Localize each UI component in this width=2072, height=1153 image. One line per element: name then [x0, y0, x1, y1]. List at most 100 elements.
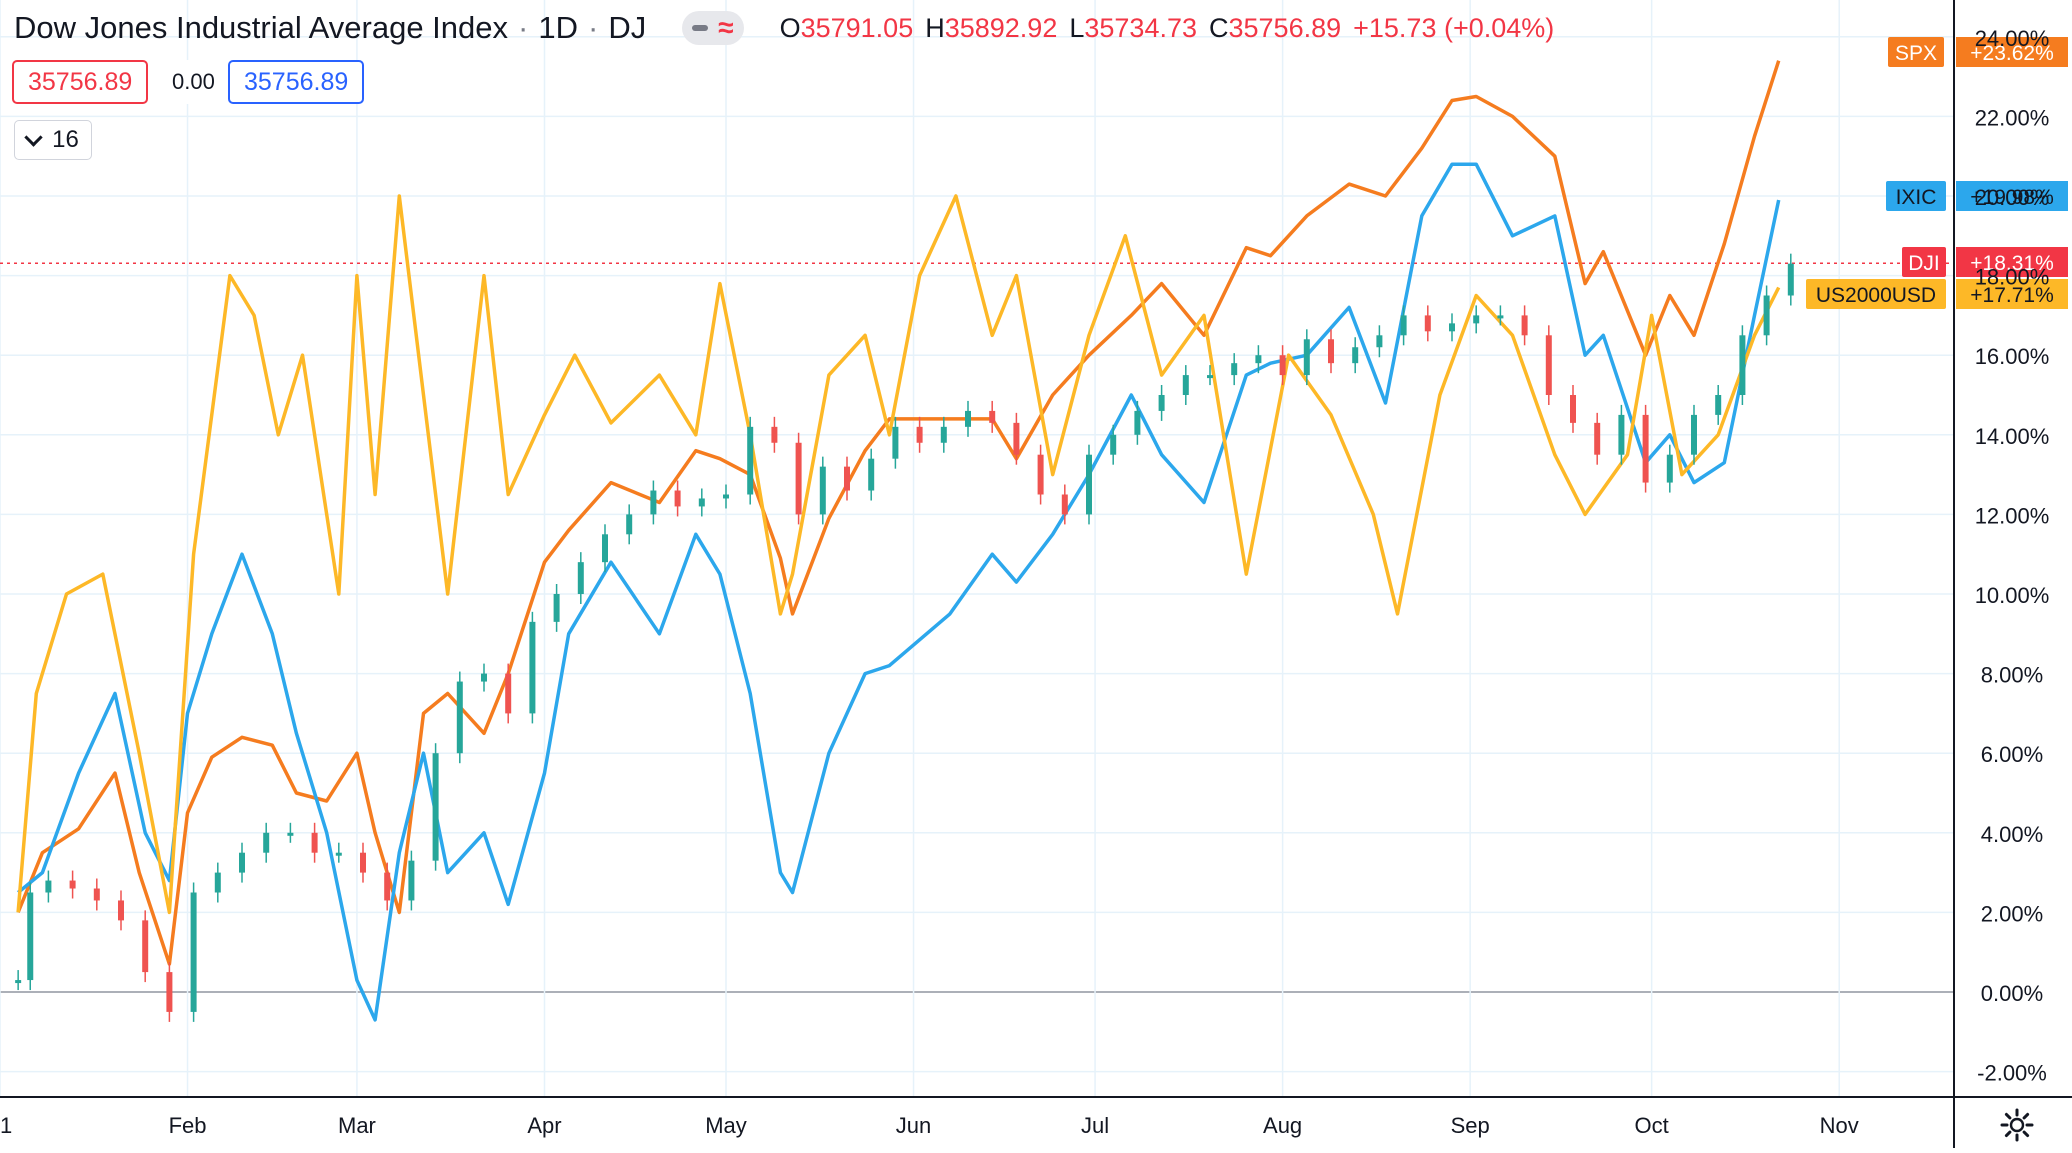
candle-body[interactable]: [263, 832, 270, 853]
candle-body[interactable]: [650, 490, 657, 515]
y-tick-label: 18.00%: [1975, 265, 2050, 290]
candle-body[interactable]: [916, 426, 923, 443]
minus-icon[interactable]: [692, 25, 709, 31]
candle-body[interactable]: [1400, 315, 1407, 336]
x-tick-label: Jul: [1081, 1113, 1109, 1138]
candle-body[interactable]: [819, 466, 826, 515]
candle-body[interactable]: [335, 852, 342, 856]
candle-body[interactable]: [698, 498, 705, 507]
candle-body[interactable]: [1739, 335, 1746, 395]
candle-body[interactable]: [118, 900, 124, 921]
candle-body[interactable]: [69, 880, 76, 889]
candle-body[interactable]: [45, 880, 52, 893]
candle-body[interactable]: [965, 410, 971, 427]
approx-wave-icon[interactable]: ≈: [718, 12, 734, 43]
candle-body[interactable]: [1763, 295, 1770, 336]
candle-body[interactable]: [1570, 395, 1576, 423]
candle-body[interactable]: [868, 458, 875, 491]
series-line-us2000usd[interactable]: [16, 194, 1781, 915]
candle-body[interactable]: [1037, 454, 1044, 495]
candle-body[interactable]: [481, 673, 487, 682]
candle-body[interactable]: [1642, 414, 1649, 483]
candle-body[interactable]: [1207, 375, 1213, 379]
candle-body[interactable]: [1666, 454, 1673, 483]
candle-body[interactable]: [408, 860, 415, 901]
gear-icon[interactable]: [2000, 1108, 2034, 1142]
candle-body[interactable]: [1787, 263, 1794, 296]
candle-body[interactable]: [844, 466, 850, 491]
candle-body[interactable]: [27, 892, 34, 981]
candle-body[interactable]: [432, 753, 439, 861]
symbol-title[interactable]: Dow Jones Industrial Average Index: [14, 10, 509, 45]
candle-body[interactable]: [384, 872, 391, 901]
candle-body[interactable]: [529, 621, 536, 714]
candle-body[interactable]: [214, 872, 221, 893]
candle-body[interactable]: [1497, 315, 1504, 319]
candle-body[interactable]: [360, 852, 366, 873]
interval-label[interactable]: 1D: [538, 10, 578, 45]
candle-body[interactable]: [456, 681, 463, 754]
candle-body[interactable]: [1255, 355, 1262, 364]
x-tick-label: Oct: [1635, 1113, 1669, 1138]
series-line-ixic[interactable]: [16, 162, 1781, 1022]
candle-body[interactable]: [674, 490, 681, 507]
candle-body[interactable]: [93, 888, 100, 901]
candle-body[interactable]: [1182, 375, 1189, 395]
candle-body[interactable]: [287, 832, 294, 836]
axis-labels: 24.00% 22.00% 20.00% 18.00% 16.00% 14.00% 12.0…: [0, 26, 2049, 1138]
series-name-label: IXIC: [1896, 186, 1937, 209]
candle-body[interactable]: [553, 594, 560, 622]
candle-body[interactable]: [1715, 395, 1722, 415]
candle-body[interactable]: [771, 426, 778, 443]
candle-body[interactable]: [239, 852, 245, 873]
candle-body[interactable]: [1061, 494, 1068, 515]
candle-body[interactable]: [1424, 315, 1431, 332]
candle-body[interactable]: [311, 832, 318, 853]
candle-body[interactable]: [747, 426, 754, 495]
candle-body[interactable]: [892, 426, 899, 459]
legend-toggle-group[interactable]: ≈: [682, 11, 744, 45]
candle-body[interactable]: [577, 562, 584, 594]
candle-body[interactable]: [1376, 335, 1383, 348]
candle-body[interactable]: [1328, 339, 1334, 364]
candle-body[interactable]: [1013, 422, 1020, 455]
candle-body[interactable]: [505, 673, 512, 714]
series-line-spx[interactable]: [16, 60, 1781, 966]
candle-body[interactable]: [1303, 339, 1310, 376]
candle-body[interactable]: [1134, 410, 1141, 435]
sell-price-button[interactable]: 35756.89: [12, 60, 149, 104]
candle-body[interactable]: [1594, 422, 1601, 455]
x-tick-label: May: [705, 1113, 747, 1138]
indicators-collapse-button[interactable]: 16: [14, 120, 92, 160]
candle-body[interactable]: [1279, 355, 1286, 376]
candle-body[interactable]: [142, 920, 149, 973]
candle-body[interactable]: [1473, 315, 1480, 324]
candle-body[interactable]: [602, 534, 608, 563]
y-tick-label: 6.00%: [1981, 742, 2043, 767]
candle-body[interactable]: [1158, 395, 1165, 411]
candle-body[interactable]: [1110, 434, 1117, 455]
candle-body[interactable]: [1231, 363, 1238, 376]
candle-body[interactable]: [1618, 414, 1625, 455]
x-tick-label: Aug: [1263, 1113, 1302, 1138]
candle-body[interactable]: [190, 892, 197, 1012]
candle-body[interactable]: [1086, 454, 1092, 515]
candle-body[interactable]: [940, 426, 947, 443]
candle-body[interactable]: [1352, 347, 1359, 364]
candle-body[interactable]: [989, 410, 996, 423]
candle-body[interactable]: [626, 514, 633, 535]
series-value-box: [1956, 181, 2068, 211]
candle-body[interactable]: [1521, 315, 1528, 336]
candle-body[interactable]: [15, 980, 22, 984]
candle-body[interactable]: [1449, 323, 1455, 332]
candle-body[interactable]: [1545, 335, 1552, 395]
candle-body[interactable]: [723, 494, 729, 499]
series-tag-dji: DJI +18.31%: [1902, 247, 2068, 277]
candle-body[interactable]: [1691, 414, 1697, 455]
buy-price-button[interactable]: 35756.89: [228, 60, 365, 104]
candle-body[interactable]: [795, 442, 802, 515]
candle-body[interactable]: [166, 972, 173, 1012]
